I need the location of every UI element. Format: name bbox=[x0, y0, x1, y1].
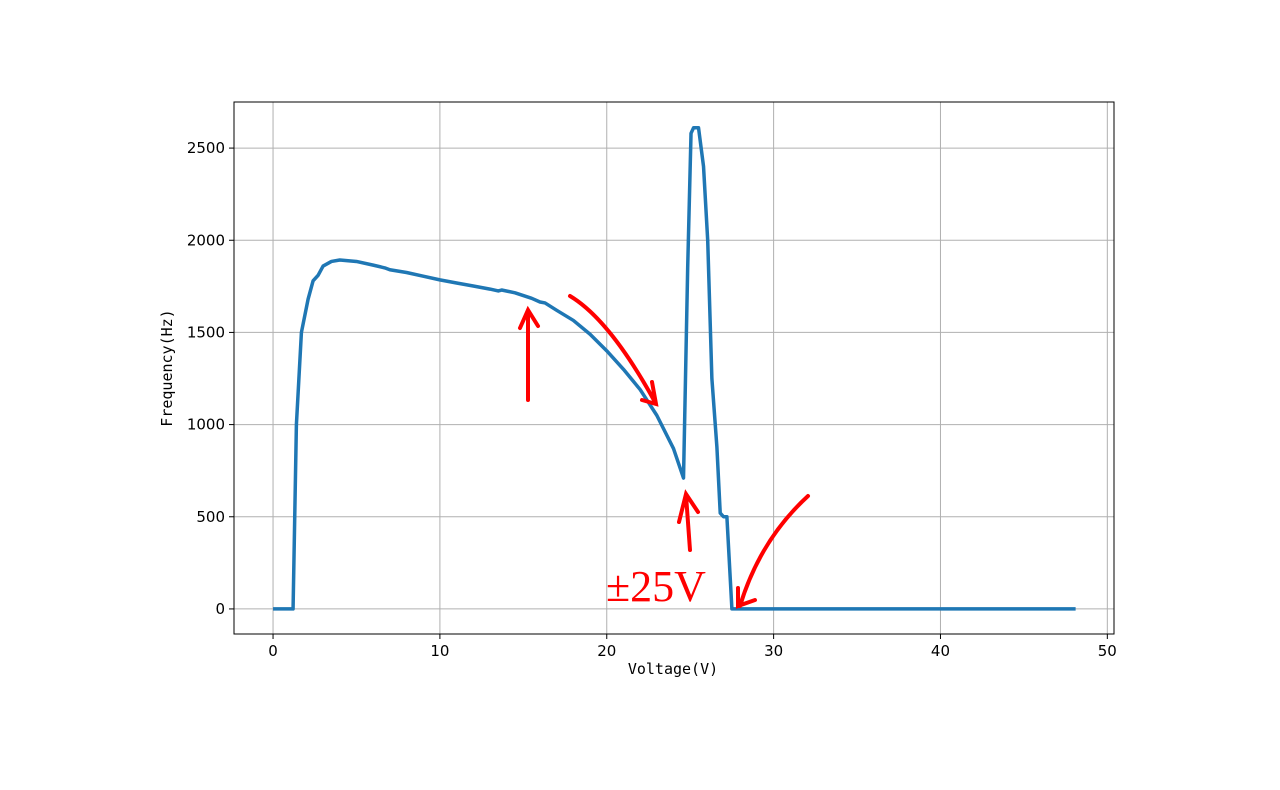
y-tick-label: 1500 bbox=[187, 323, 225, 341]
y-tick-label: 500 bbox=[196, 508, 225, 526]
arrow bbox=[518, 305, 540, 402]
x-tick-label: 0 bbox=[268, 642, 278, 660]
y-tick-label: 2500 bbox=[187, 139, 225, 157]
hand-arrows bbox=[518, 294, 810, 609]
y-tick-label: 2000 bbox=[187, 231, 225, 249]
x-axis-label: Voltage(V) bbox=[628, 660, 718, 678]
x-tick-label: 40 bbox=[931, 642, 950, 660]
x-tick-label: 50 bbox=[1098, 642, 1117, 660]
arrow bbox=[736, 494, 810, 609]
x-tick-label: 30 bbox=[764, 642, 783, 660]
y-axis-label: Frequency(Hz) bbox=[158, 309, 176, 426]
y-tick-label: 1000 bbox=[187, 416, 225, 434]
arrow bbox=[568, 294, 659, 407]
annotation: ±25V bbox=[606, 562, 706, 611]
x-tick-label: 20 bbox=[597, 642, 616, 660]
data-line bbox=[273, 126, 1076, 611]
arrow bbox=[677, 489, 700, 552]
plot-frame bbox=[233, 101, 1115, 635]
y-tick-label: 0 bbox=[215, 600, 225, 618]
x-tick-label: 10 bbox=[430, 642, 449, 660]
